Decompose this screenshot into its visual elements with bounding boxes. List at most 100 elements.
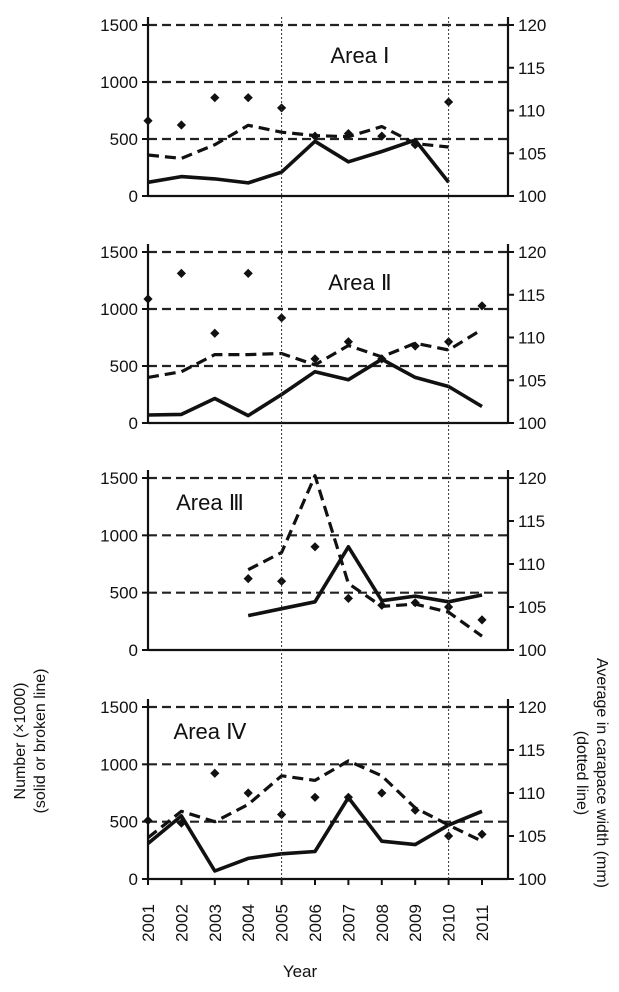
series-dotted-marker xyxy=(243,788,253,798)
panel-area-4: 0 500 1000 1500 100 105 110 115 120 Area Ⅳ xyxy=(100,698,546,889)
right-tick-label: 115 xyxy=(518,741,545,760)
x-tick-label: 2009 xyxy=(406,904,425,942)
left-tick-label: 0 xyxy=(129,870,138,889)
series-dotted-marker xyxy=(277,103,287,113)
panel-area-3: 0 500 1000 1500 100 105 110 115 120 Area Ⅲ xyxy=(100,469,546,660)
right-tick-label: 120 xyxy=(518,16,546,35)
x-tick-label: 2010 xyxy=(440,904,459,942)
left-tick-label: 1000 xyxy=(100,526,138,545)
x-tick-label: 2005 xyxy=(273,904,292,942)
area-label-background xyxy=(322,268,398,297)
left-tick-label: 1000 xyxy=(100,755,138,774)
right-tick-label: 105 xyxy=(518,371,546,390)
series-dotted-marker xyxy=(343,593,353,603)
area-label: Area Ⅱ xyxy=(328,270,391,295)
series-broken-line xyxy=(147,328,483,379)
right-tick-label: 120 xyxy=(518,243,546,262)
series-dotted-marker xyxy=(477,829,487,839)
left-tick-label: 1500 xyxy=(100,243,138,262)
left-tick-label: 0 xyxy=(129,414,138,433)
area-label: Area Ⅲ xyxy=(176,490,244,515)
left-tick-label: 0 xyxy=(129,641,138,660)
right-tick-label: 100 xyxy=(518,414,546,433)
series-dotted-marker xyxy=(310,792,320,802)
series-dotted-marker xyxy=(377,788,387,798)
x-tick-label: 2004 xyxy=(239,904,258,942)
area-label: Area Ⅳ xyxy=(174,719,248,744)
series-dotted-marker xyxy=(444,602,454,612)
right-tick-label: 115 xyxy=(518,512,545,531)
right-axis-label-line1: Average in carapace width (mm) xyxy=(593,658,610,888)
left-tick-label: 500 xyxy=(110,357,138,376)
series-dotted-marker xyxy=(377,600,387,610)
series-dotted-marker xyxy=(176,120,186,130)
right-tick-label: 105 xyxy=(518,144,546,163)
left-tick-label: 1500 xyxy=(100,469,138,488)
x-axis-label: Year xyxy=(283,962,318,981)
series-dotted-marker xyxy=(444,831,454,841)
series-dotted-marker xyxy=(377,354,387,364)
series-dotted-marker xyxy=(210,768,220,778)
series-dotted-marker xyxy=(377,131,387,141)
panel-area-2: 0 500 1000 1500 100 105 110 115 120 Area Ⅱ xyxy=(100,243,546,433)
series-dotted-marker xyxy=(243,93,253,103)
series-dotted-marker xyxy=(410,598,420,608)
x-tick-label: 2011 xyxy=(473,905,492,942)
right-tick-label: 105 xyxy=(518,598,546,617)
x-tick-label: 2006 xyxy=(306,904,325,942)
series-broken-line xyxy=(147,759,483,843)
right-axis-label: Average in carapace width (mm) (dotted l… xyxy=(573,658,610,888)
right-tick-label: 110 xyxy=(518,102,545,121)
x-axis: 2001 2002 2003 2004 2005 2006 2007 2008 2009 2010… xyxy=(139,879,492,942)
area-label-background xyxy=(324,41,396,70)
series-dotted-marker xyxy=(210,93,220,103)
series-solid-line xyxy=(147,357,483,418)
series-dotted-marker xyxy=(176,818,186,828)
left-tick-label: 500 xyxy=(110,813,138,832)
right-tick-label: 115 xyxy=(518,59,545,78)
right-tick-label: 100 xyxy=(518,870,546,889)
left-tick-label: 1500 xyxy=(100,698,138,717)
series-dotted-marker xyxy=(343,792,353,802)
series-dotted-marker xyxy=(210,328,220,338)
left-tick-label: 0 xyxy=(129,187,138,206)
right-tick-label: 105 xyxy=(518,827,546,846)
series-dotted-marker xyxy=(176,268,186,278)
left-tick-label: 500 xyxy=(110,584,138,603)
left-tick-label: 1000 xyxy=(100,300,138,319)
series-dotted-marker xyxy=(310,131,320,141)
left-axis-label-line1: Number (×1000) xyxy=(12,683,29,800)
x-tick-label: 2008 xyxy=(373,904,392,942)
series-dotted-marker xyxy=(477,615,487,625)
area-label-background xyxy=(170,488,250,517)
x-tick-label: 2001 xyxy=(139,904,158,942)
area-label: Area Ⅰ xyxy=(330,43,389,68)
series-dotted-marker xyxy=(143,815,153,826)
right-tick-label: 100 xyxy=(518,641,546,660)
series-dotted-marker xyxy=(310,542,320,552)
right-tick-label: 120 xyxy=(518,469,546,488)
series-dotted-marker xyxy=(243,268,253,278)
panel-area-1: 0 500 1000 1500 100 105 110 115 120 Area Ⅰ xyxy=(100,16,546,206)
x-tick-label: 2002 xyxy=(172,904,191,942)
series-broken-line xyxy=(247,474,483,638)
series-dotted-marker xyxy=(410,140,420,150)
series-dotted-marker xyxy=(343,128,353,139)
left-axis-label-line2: (solid or broken line) xyxy=(32,669,49,814)
right-tick-label: 110 xyxy=(518,784,545,803)
left-tick-label: 1000 xyxy=(100,73,138,92)
right-tick-label: 115 xyxy=(518,286,545,305)
series-dotted-marker xyxy=(243,574,253,584)
left-axis-label: Number (×1000) (solid or broken line) xyxy=(12,669,49,814)
series-dotted-marker xyxy=(343,337,353,347)
x-tick-label: 2003 xyxy=(206,904,225,942)
area-label-background xyxy=(167,717,254,746)
left-tick-label: 500 xyxy=(110,130,138,149)
x-tick-label: 2007 xyxy=(339,904,358,942)
reference-lines-layer xyxy=(281,17,450,879)
right-tick-label: 120 xyxy=(518,698,546,717)
series-dotted-marker xyxy=(310,354,320,364)
right-axis-label-line2: (dotted line) xyxy=(573,731,590,816)
